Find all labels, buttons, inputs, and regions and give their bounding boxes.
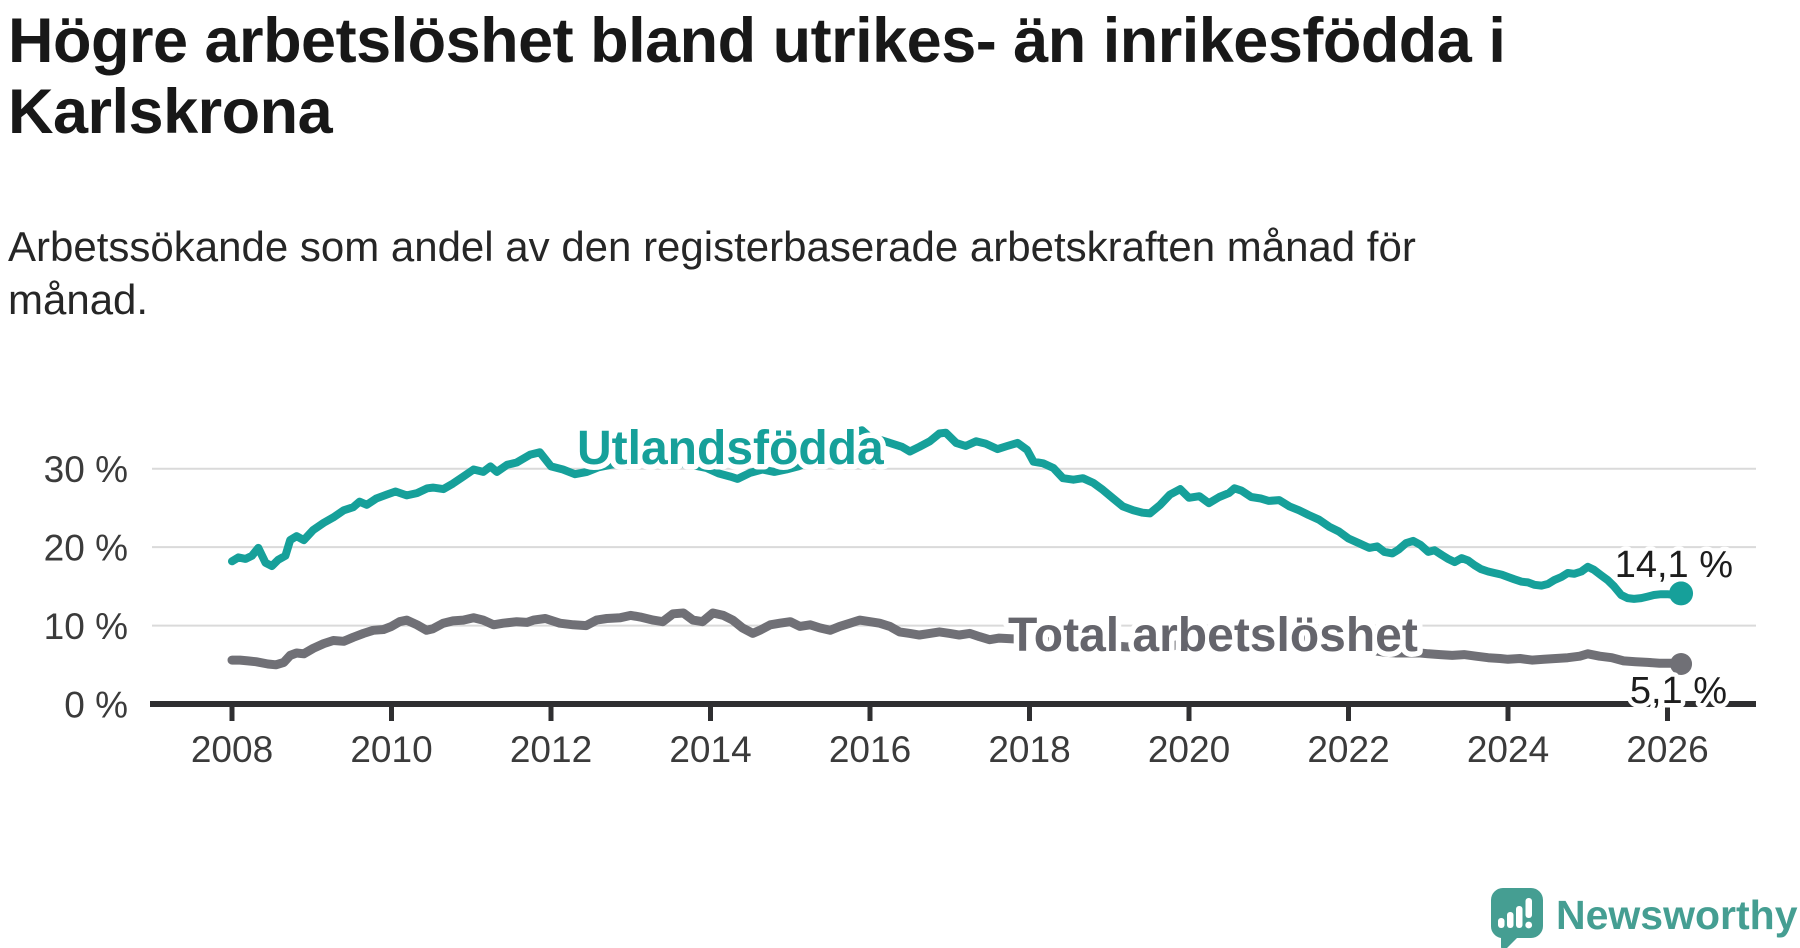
y-axis-tick-label: 30 % bbox=[44, 449, 128, 490]
newsworthy-logo: Newsworthy bbox=[1490, 888, 1798, 948]
x-axis-tick-label: 2008 bbox=[191, 729, 273, 770]
x-axis-tick-label: 2010 bbox=[350, 729, 432, 770]
series-label-total: Total arbetslöshet bbox=[1008, 609, 1418, 662]
x-axis-tick-label: 2022 bbox=[1307, 729, 1389, 770]
end-value-label-total: 5,1 % bbox=[1630, 670, 1727, 712]
logo-wordmark: Newsworthy bbox=[1556, 892, 1798, 938]
x-axis-tick-label: 2026 bbox=[1626, 729, 1708, 770]
y-axis-tick-label: 0 % bbox=[64, 685, 128, 726]
logo-bars-icon bbox=[1498, 898, 1533, 929]
series-end-dot-utlandsfodda bbox=[1669, 581, 1694, 606]
y-axis-tick-label: 20 % bbox=[44, 528, 128, 569]
series-end-dot-total bbox=[1670, 653, 1693, 676]
series-line-total bbox=[227, 608, 1686, 670]
x-axis-tick-label: 2012 bbox=[510, 729, 592, 770]
x-axis-tick-label: 2016 bbox=[829, 729, 911, 770]
x-axis-tick-label: 2024 bbox=[1467, 729, 1549, 770]
series-label-utlandsfodda: Utlandsfödda bbox=[577, 422, 884, 475]
chart-subtitle: Arbetssökande som andel av den registerb… bbox=[8, 223, 1416, 323]
y-axis-tick-label: 10 % bbox=[44, 606, 128, 647]
x-axis-tick-label: 2018 bbox=[988, 729, 1070, 770]
end-value-label-utlandsfodda: 14,1 % bbox=[1615, 544, 1733, 586]
x-axis-tick-label: 2020 bbox=[1148, 729, 1230, 770]
page-title: Högre arbetslöshet bland utrikes- än inr… bbox=[8, 6, 1506, 147]
x-axis-tick-label: 2014 bbox=[669, 729, 751, 770]
series-line-utlandsfodda bbox=[228, 426, 1686, 603]
plot-area: 0 % 10 % 20 % 30 % 2008 2010 2012 2014 2016 2018 2… bbox=[44, 417, 1756, 770]
